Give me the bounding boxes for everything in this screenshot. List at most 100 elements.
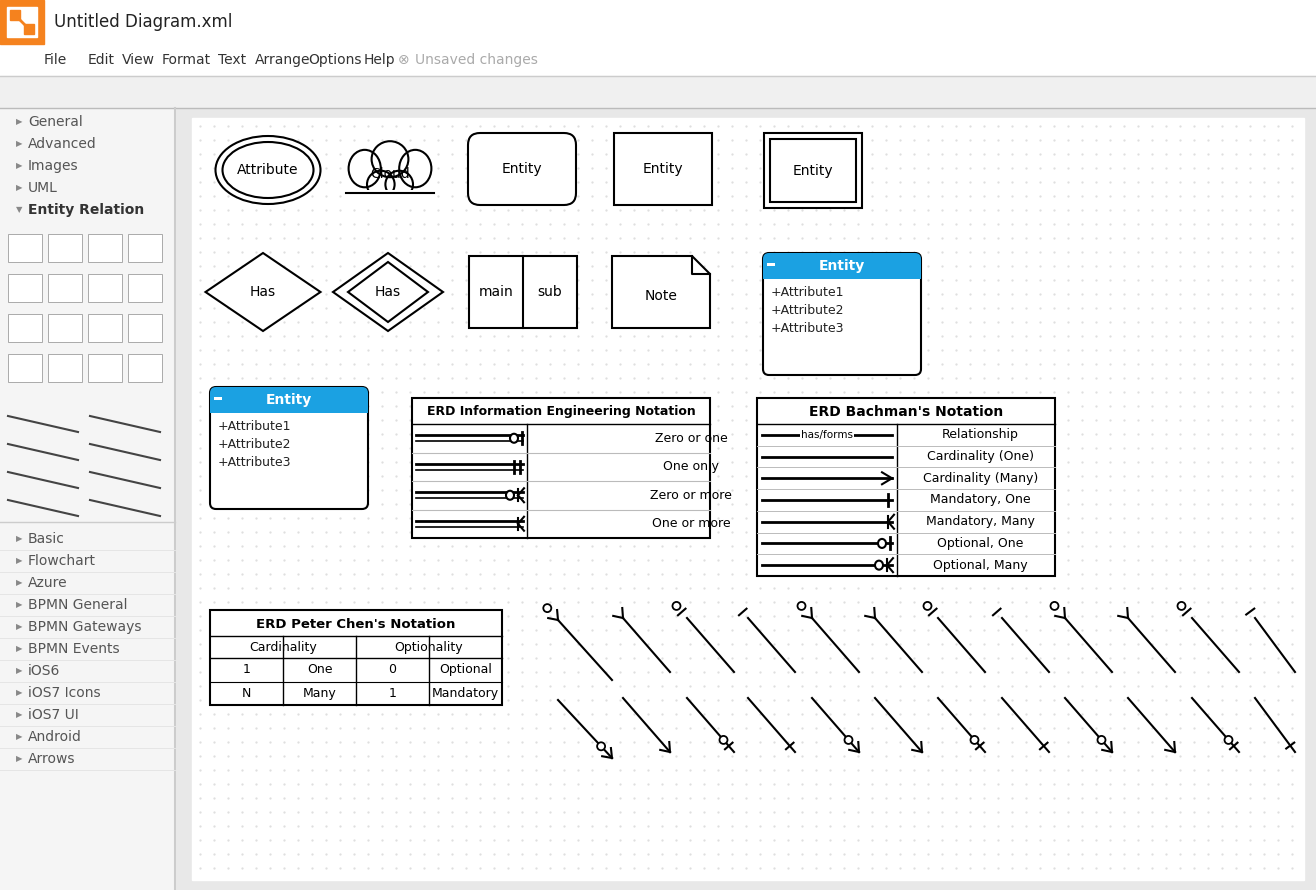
- Bar: [128, 354, 162, 382]
- Bar: [765, 133, 862, 208]
- Text: Untitled Diagram.xml: Untitled Diagram.xml: [54, 13, 233, 31]
- Text: Relationship: Relationship: [942, 428, 1019, 441]
- Text: Zero or one: Zero or one: [654, 432, 728, 445]
- Bar: [128, 234, 162, 262]
- Text: ERD Bachman's Notation: ERD Bachman's Notation: [809, 405, 1003, 419]
- Polygon shape: [333, 253, 443, 331]
- Bar: [0, 108, 175, 890]
- Text: iOS7 Icons: iOS7 Icons: [28, 686, 100, 700]
- Text: ▶: ▶: [16, 644, 22, 653]
- Text: Cardinality (One): Cardinality (One): [926, 450, 1034, 463]
- Text: Basic: Basic: [28, 532, 64, 546]
- Text: Entity: Entity: [819, 259, 865, 273]
- Text: Cloud: Cloud: [370, 166, 409, 181]
- Bar: [47, 274, 82, 302]
- Text: ▶: ▶: [16, 578, 22, 587]
- Text: +Attribute2: +Attribute2: [218, 439, 292, 451]
- Text: BPMN General: BPMN General: [28, 598, 128, 612]
- Ellipse shape: [597, 742, 605, 750]
- Ellipse shape: [349, 150, 380, 187]
- Ellipse shape: [845, 736, 853, 744]
- Ellipse shape: [511, 433, 519, 442]
- Text: Cardinality (Many): Cardinality (Many): [923, 472, 1038, 485]
- Polygon shape: [612, 256, 711, 328]
- Ellipse shape: [1050, 602, 1058, 610]
- Bar: [0, 76, 1316, 108]
- Text: Entity: Entity: [642, 162, 683, 176]
- Text: Unsaved changes: Unsaved changes: [415, 53, 538, 67]
- Text: General: General: [28, 115, 83, 129]
- Text: File: File: [43, 53, 67, 67]
- Text: +Attribute1: +Attribute1: [771, 287, 845, 300]
- Text: ▶: ▶: [16, 161, 22, 171]
- Text: ▶: ▶: [16, 183, 22, 192]
- Bar: [767, 263, 775, 265]
- Ellipse shape: [505, 490, 515, 500]
- Bar: [88, 354, 122, 382]
- Text: N: N: [242, 687, 251, 700]
- Ellipse shape: [1178, 602, 1186, 610]
- Ellipse shape: [386, 171, 413, 198]
- Text: One or more: One or more: [651, 517, 730, 530]
- Text: +Attribute1: +Attribute1: [218, 420, 292, 433]
- Text: BPMN Gateways: BPMN Gateways: [28, 620, 142, 634]
- Bar: [24, 24, 34, 34]
- Bar: [763, 266, 921, 279]
- Text: Optional: Optional: [440, 663, 492, 676]
- Text: Text: Text: [218, 53, 246, 67]
- Bar: [8, 234, 42, 262]
- Ellipse shape: [1224, 736, 1233, 744]
- FancyBboxPatch shape: [211, 387, 368, 509]
- Text: Cardinality: Cardinality: [249, 642, 317, 654]
- Text: +Attribute2: +Attribute2: [771, 304, 845, 318]
- Bar: [175, 108, 1316, 890]
- Ellipse shape: [924, 602, 932, 610]
- Text: ERD Peter Chen's Notation: ERD Peter Chen's Notation: [257, 618, 455, 630]
- Ellipse shape: [720, 736, 728, 744]
- Text: One: One: [307, 663, 332, 676]
- Text: UML: UML: [28, 181, 58, 195]
- Text: Flowchart: Flowchart: [28, 554, 96, 568]
- Text: Options: Options: [308, 53, 362, 67]
- Text: ▶: ▶: [16, 117, 22, 126]
- Text: ▶: ▶: [16, 689, 22, 698]
- Bar: [128, 274, 162, 302]
- Bar: [11, 10, 20, 20]
- Bar: [7, 7, 37, 37]
- Ellipse shape: [672, 602, 680, 610]
- Text: ▼: ▼: [16, 206, 22, 214]
- Bar: [0, 44, 1316, 76]
- Bar: [43, 0, 1316, 44]
- Text: Has: Has: [375, 285, 401, 299]
- Text: ▶: ▶: [16, 755, 22, 764]
- Text: Note: Note: [645, 289, 678, 303]
- Ellipse shape: [371, 142, 408, 177]
- Text: +Attribute3: +Attribute3: [771, 322, 845, 336]
- Text: 0: 0: [388, 663, 396, 676]
- Text: +Attribute3: +Attribute3: [218, 457, 292, 470]
- Text: Azure: Azure: [28, 576, 67, 590]
- FancyBboxPatch shape: [763, 253, 921, 375]
- Text: Has: Has: [250, 285, 276, 299]
- Bar: [192, 118, 1304, 880]
- Text: Mandatory, Many: Mandatory, Many: [926, 515, 1034, 528]
- Bar: [211, 400, 368, 413]
- Bar: [8, 314, 42, 342]
- Text: 1: 1: [242, 663, 250, 676]
- Bar: [412, 398, 711, 538]
- Bar: [47, 234, 82, 262]
- Ellipse shape: [797, 602, 805, 610]
- Text: Many: Many: [303, 687, 337, 700]
- Bar: [615, 133, 712, 205]
- Bar: [47, 314, 82, 342]
- FancyBboxPatch shape: [763, 253, 921, 279]
- Text: sub: sub: [538, 285, 562, 299]
- Bar: [47, 354, 82, 382]
- Text: Help: Help: [365, 53, 396, 67]
- Text: ▶: ▶: [16, 710, 22, 719]
- Text: Optional, One: Optional, One: [937, 537, 1024, 550]
- Bar: [128, 314, 162, 342]
- Text: ▶: ▶: [16, 535, 22, 544]
- Text: BPMN Events: BPMN Events: [28, 642, 120, 656]
- Polygon shape: [205, 253, 321, 331]
